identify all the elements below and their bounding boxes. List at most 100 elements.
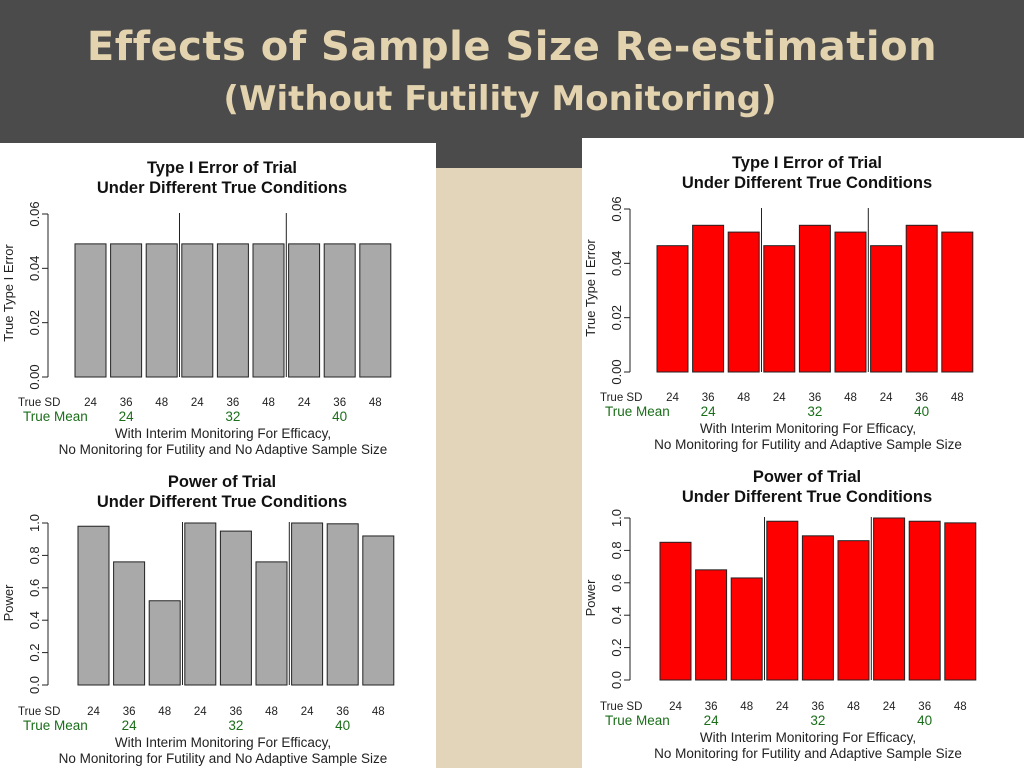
sd-tick-label: 24 [776, 701, 789, 713]
y-tick-label: 0.06 [609, 196, 624, 221]
sd-label: True SD [600, 392, 642, 404]
bar [834, 231, 867, 373]
sd-tick-label: 36 [227, 397, 240, 409]
sd-tick-label: 48 [265, 706, 278, 718]
mean-tick-label: 40 [914, 404, 929, 419]
bar [252, 243, 285, 378]
sd-tick-label: 24 [773, 392, 786, 404]
sd-tick-label: 48 [262, 397, 275, 409]
chart-caption-line2: No Monitoring for Futility and No Adapti… [59, 442, 388, 457]
bar [944, 522, 977, 681]
sd-tick-label: 48 [158, 706, 171, 718]
chart-caption-line2: No Monitoring for Futility and Adaptive … [654, 437, 962, 452]
y-tick-label: 0.6 [27, 579, 42, 597]
chart-subtitle: Under Different True Conditions [97, 493, 347, 511]
bar [291, 522, 324, 686]
sd-tick-label: 48 [951, 392, 964, 404]
sd-label: True SD [18, 706, 60, 718]
y-tick-label: 0.02 [609, 305, 624, 330]
chart-subtitle: Under Different True Conditions [97, 179, 347, 197]
y-axis-label: True Type I Error [1, 244, 16, 342]
mean-tick-label: 24 [704, 713, 720, 728]
chart-caption-line1: With Interim Monitoring For Efficacy, [115, 426, 331, 441]
sd-tick-label: 24 [666, 392, 679, 404]
sd-tick-label: 36 [915, 392, 928, 404]
y-axis-label: Power [583, 579, 598, 617]
sd-tick-label: 36 [336, 706, 349, 718]
bar [184, 522, 217, 686]
chart-caption-line1: With Interim Monitoring For Efficacy, [700, 421, 916, 436]
chart-title: Power of Trial [168, 473, 276, 491]
sd-tick-label: 36 [918, 701, 931, 713]
bar [362, 535, 395, 686]
sd-tick-label: 24 [191, 397, 204, 409]
bar [148, 600, 181, 686]
chart-type1-no-adaptive: Type I Error of Trial Under Different Tru… [1, 159, 392, 457]
bar [326, 523, 359, 686]
bar [801, 535, 834, 681]
panel-power-adaptive: Power of Trial Under Different True Condi… [582, 458, 1024, 768]
sd-tick-label: 24 [669, 701, 682, 713]
y-tick-label: 1.0 [609, 509, 624, 527]
sd-tick-label: 48 [369, 397, 382, 409]
bar [766, 520, 799, 681]
mean-tick-label: 32 [225, 409, 240, 424]
y-tick-label: 0.04 [609, 251, 624, 276]
mean-label: True Mean [605, 404, 670, 419]
bar [359, 243, 392, 378]
bar [870, 245, 903, 373]
y-axis-label: True Type I Error [583, 239, 598, 337]
mean-tick-label: 40 [332, 409, 347, 424]
y-tick-label: 0.4 [609, 606, 624, 624]
bar [216, 243, 249, 378]
y-tick-label: 0.00 [609, 359, 624, 384]
mean-tick-label: 24 [701, 404, 717, 419]
sd-tick-label: 36 [809, 392, 822, 404]
sd-tick-label: 24 [298, 397, 311, 409]
bar [908, 520, 941, 681]
sd-tick-label: 24 [301, 706, 314, 718]
bar [763, 245, 796, 373]
bar [113, 561, 146, 686]
mean-tick-label: 40 [917, 713, 932, 728]
sd-tick-label: 36 [702, 392, 715, 404]
y-tick-label: 0.4 [27, 611, 42, 629]
y-tick-label: 0.2 [27, 644, 42, 662]
sd-tick-label: 36 [120, 397, 133, 409]
chart-title: Type I Error of Trial [732, 154, 882, 172]
chart-subtitle: Under Different True Conditions [682, 488, 932, 506]
bar [692, 224, 725, 373]
mean-tick-label: 32 [807, 404, 822, 419]
bar [77, 525, 110, 686]
mean-tick-label: 40 [335, 718, 350, 733]
bar [659, 541, 692, 681]
bar [730, 577, 763, 681]
y-tick-label: 0.00 [27, 364, 42, 389]
panel-type1-no-adaptive: Type I Error of Trial Under Different Tru… [0, 143, 436, 463]
sd-tick-label: 24 [194, 706, 207, 718]
chart-caption-line1: With Interim Monitoring For Efficacy, [700, 730, 916, 745]
bar [656, 245, 689, 373]
sd-tick-label: 24 [883, 701, 896, 713]
bar [905, 224, 938, 373]
chart-power-adaptive: Power of Trial Under Different True Condi… [583, 468, 977, 761]
sd-label: True SD [600, 701, 642, 713]
sd-tick-label: 48 [954, 701, 967, 713]
mean-tick-label: 32 [228, 718, 243, 733]
chart-type1-adaptive: Type I Error of Trial Under Different Tru… [583, 154, 974, 452]
sd-tick-label: 36 [230, 706, 243, 718]
y-tick-label: 0.06 [27, 201, 42, 226]
mean-tick-label: 24 [119, 409, 135, 424]
sd-tick-label: 36 [123, 706, 136, 718]
y-tick-label: 0.04 [27, 256, 42, 281]
chart-caption-line2: No Monitoring for Futility and Adaptive … [654, 746, 962, 761]
bar [288, 243, 321, 378]
sd-tick-label: 24 [87, 706, 100, 718]
y-tick-label: 0.2 [609, 639, 624, 657]
bar [727, 231, 760, 373]
bar [941, 231, 974, 373]
y-tick-label: 0.8 [27, 546, 42, 564]
sd-tick-label: 36 [333, 397, 346, 409]
bar [323, 243, 356, 378]
bar [695, 569, 728, 681]
